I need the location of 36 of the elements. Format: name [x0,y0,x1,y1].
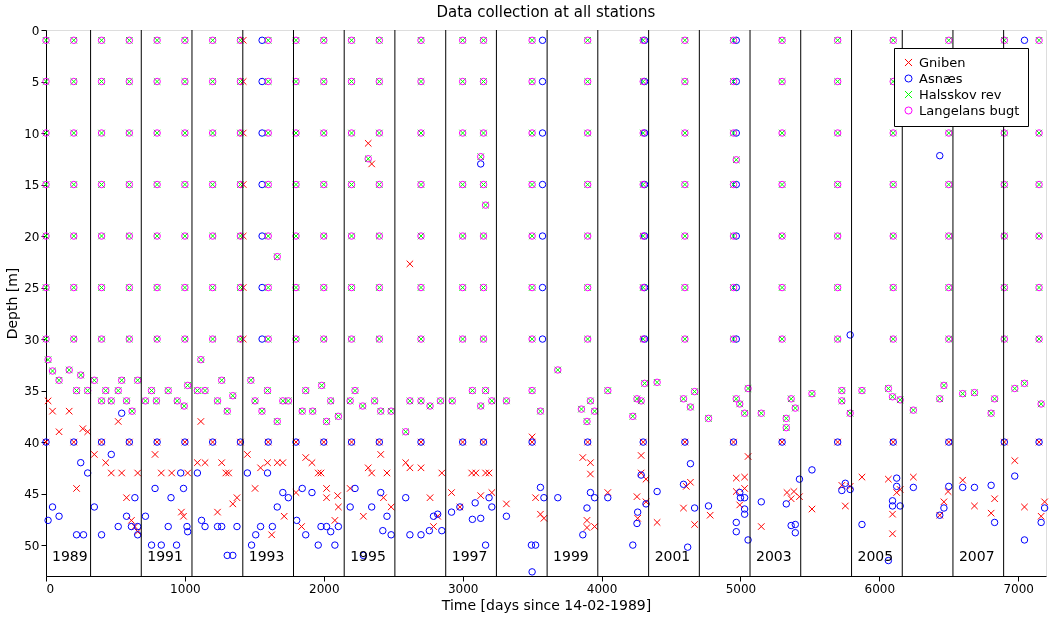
y-tick-label: 15 [24,178,40,193]
y-tick-label: 0 [31,23,40,38]
annotation: 2007 [958,548,995,564]
x-tick-label: 2000 [309,581,340,596]
legend-label: Gniben [919,54,966,70]
y-tick-label: 35 [24,384,40,399]
x-tick-label: 1000 [170,581,201,596]
legend-label: Langelans bugt [919,102,1020,118]
annotation: 1993 [248,548,285,564]
annotation: 2005 [857,548,894,564]
y-axis-title: Depth [m] [4,267,21,340]
y-tick-label: 20 [24,229,40,244]
annotation: 2001 [654,548,691,564]
y-tick-label: 25 [24,281,40,296]
x-tick-label: 6000 [864,581,896,596]
y-tick-label: 10 [24,126,40,141]
legend-label: Asnæs [919,70,963,86]
y-tick-label: 45 [24,487,40,502]
x-tick-label: 7000 [1003,581,1034,596]
x-tick-label: 3000 [447,581,479,596]
y-tick-label: 5 [31,75,40,90]
y-tick-label: 30 [24,332,40,347]
annotation: 1989 [52,548,88,564]
x-tick-label: 4000 [586,581,618,596]
x-tick-label: 0 [46,581,55,596]
y-tick-label: 50 [24,538,40,553]
annotation: 1991 [147,548,183,564]
annotation: 2003 [756,548,792,564]
x-tick-label: 5000 [725,581,757,596]
annotation: 1995 [350,548,386,564]
x-axis-title: Time [days since 14-02-1989] [440,596,652,613]
annotation: 1997 [451,548,488,564]
y-tick-label: 40 [24,435,40,450]
legend-label: Halsskov rev [919,86,1002,102]
chart-title: Data collection at all stations [436,3,656,21]
annotation: 1999 [553,548,589,564]
